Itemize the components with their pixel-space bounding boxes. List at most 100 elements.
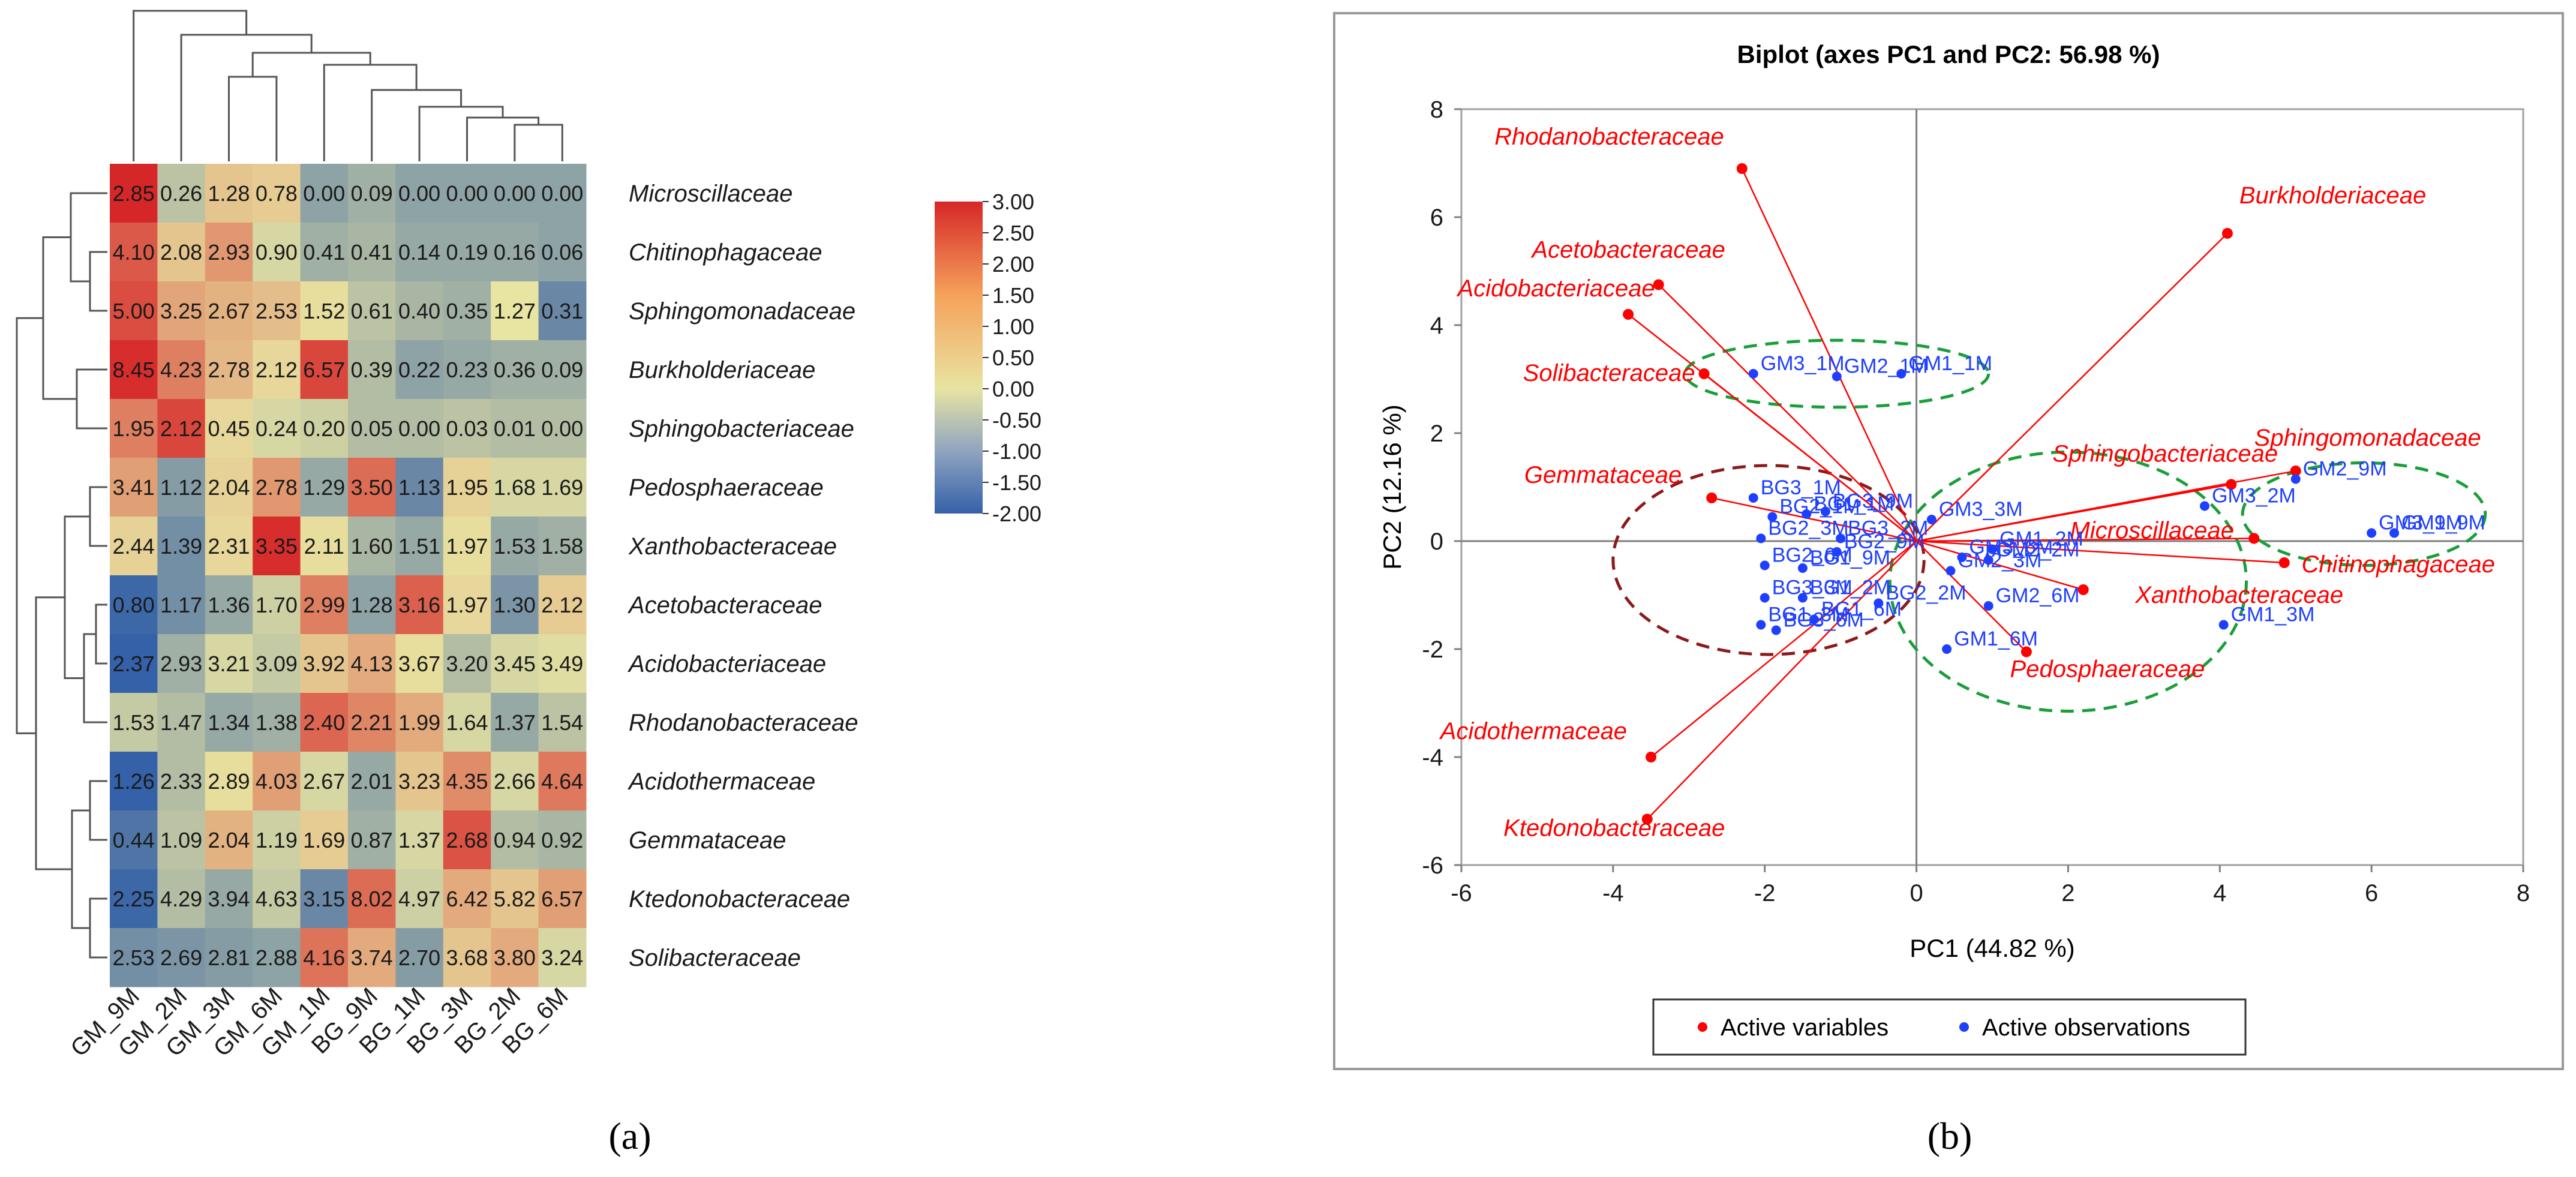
heatmap-cell bbox=[443, 517, 491, 576]
variable-vectors bbox=[1623, 163, 2301, 825]
observation-label: BG2_3M bbox=[1768, 517, 1848, 540]
heatmap-value: 1.09 bbox=[160, 828, 202, 852]
colorbar-tick-label: -1.00 bbox=[992, 439, 1041, 464]
heatmap-cell bbox=[110, 869, 158, 929]
heatmap-cell bbox=[110, 634, 158, 693]
y-tick-label: -4 bbox=[1422, 744, 1443, 771]
heatmap-value: 0.90 bbox=[256, 240, 298, 265]
heatmap-cell bbox=[348, 399, 396, 458]
heatmap-cell bbox=[491, 752, 539, 811]
biplot-axes: -6 -4 -2 0 2 4 6 8 -6 -4 -2 0 2 4 6 8 bbox=[1422, 97, 2530, 906]
heatmap-value: 2.81 bbox=[208, 945, 250, 970]
heatmap-cell bbox=[253, 575, 301, 635]
heatmap-value: 0.09 bbox=[351, 181, 393, 206]
heatmap-cell bbox=[157, 693, 206, 752]
heatmap-column-labels: GM_9MGM_2MGM_3MGM_6MGM_1MBG_9MBG_1MBG_3M… bbox=[65, 983, 573, 1062]
cluster-ellipse-gm-9m bbox=[2241, 461, 2487, 567]
heatmap-value: 2.70 bbox=[398, 945, 440, 970]
colorbar-tick-label: 0.50 bbox=[992, 346, 1034, 370]
heatmap-value: 3.74 bbox=[351, 945, 393, 970]
heatmap-cell bbox=[491, 223, 539, 282]
heatmap-value: 2.53 bbox=[113, 945, 155, 970]
observation-point bbox=[2367, 528, 2377, 538]
variable-vector bbox=[1711, 497, 1917, 542]
legend-variable-label: Active variables bbox=[1721, 1014, 1889, 1041]
variable-vector bbox=[1916, 233, 2228, 542]
heatmap-cell bbox=[300, 223, 349, 282]
observation-point bbox=[1748, 493, 1758, 503]
heatmap-value: 0.35 bbox=[446, 299, 488, 323]
row-dendrogram bbox=[16, 192, 107, 959]
heatmap-value: 3.92 bbox=[303, 651, 345, 676]
heatmap-cell bbox=[395, 281, 444, 341]
dendrogram-link bbox=[228, 76, 278, 161]
heatmap-value: 2.85 bbox=[113, 181, 155, 206]
heatmap-cell bbox=[205, 634, 253, 693]
heatmap-cell bbox=[300, 810, 349, 870]
colorbar-tick-label: 3.00 bbox=[992, 190, 1034, 214]
heatmap-cell bbox=[300, 634, 349, 693]
heatmap-row-label: Solibacteraceae bbox=[629, 945, 801, 971]
heatmap-cell bbox=[253, 928, 301, 987]
heatmap-value: 2.66 bbox=[494, 769, 536, 794]
heatmap-value: 4.97 bbox=[398, 887, 440, 911]
observation-label: BG3_6M bbox=[1784, 609, 1864, 632]
heatmap-value: 1.17 bbox=[160, 593, 202, 617]
heatmap-cell bbox=[205, 752, 253, 811]
heatmap-row-label: Acetobacteraceae bbox=[628, 592, 822, 618]
observation-label: BG2_1M bbox=[1779, 496, 1860, 518]
observation-point bbox=[1809, 614, 1819, 624]
heatmap-value: 2.99 bbox=[303, 593, 345, 617]
heatmap-cell bbox=[253, 340, 301, 400]
heatmap-value: 0.01 bbox=[494, 416, 536, 441]
heatmap-value: 4.29 bbox=[160, 887, 202, 911]
heatmap-value: 1.53 bbox=[494, 534, 536, 559]
heatmap-cell bbox=[300, 458, 349, 517]
heatmap-value: 0.26 bbox=[160, 181, 202, 206]
heatmap-value: 2.11 bbox=[304, 534, 344, 559]
heatmap-value: 2.53 bbox=[256, 299, 298, 323]
heatmap-cell bbox=[538, 458, 587, 517]
heatmap-cell bbox=[395, 693, 444, 752]
heatmap-cell bbox=[300, 928, 349, 987]
y-tick-label: -6 bbox=[1422, 852, 1443, 879]
heatmap-value: 4.13 bbox=[351, 651, 393, 676]
x-axis-label: PC1 (44.82 %) bbox=[1910, 934, 2074, 962]
heatmap-value: 0.19 bbox=[446, 240, 488, 265]
column-dendrogram bbox=[133, 10, 563, 161]
heatmap-cell bbox=[300, 281, 349, 341]
observation-point bbox=[2218, 620, 2229, 630]
heatmap-cell bbox=[348, 575, 396, 635]
heatmap-value: 3.09 bbox=[256, 651, 298, 676]
heatmap-cell bbox=[110, 928, 158, 987]
y-tick-label: 4 bbox=[1430, 313, 1443, 339]
heatmap-row-label: Acidothermaceae bbox=[628, 768, 815, 795]
heatmap-value: 2.67 bbox=[303, 769, 345, 794]
heatmap-cell bbox=[157, 164, 206, 223]
heatmap-value: 1.37 bbox=[494, 710, 536, 735]
heatmap-value: 1.47 bbox=[160, 710, 202, 735]
heatmap-cell bbox=[205, 340, 253, 400]
variable-label: Xanthobacteraceae bbox=[2134, 582, 2343, 608]
heatmap-value: 0.23 bbox=[446, 358, 488, 382]
heatmap-value: 0.00 bbox=[494, 181, 536, 206]
heatmap-cell bbox=[110, 223, 158, 282]
heatmap-value: 0.87 bbox=[351, 828, 393, 852]
observation-point bbox=[1756, 533, 1766, 544]
heatmap-cell bbox=[205, 575, 253, 635]
heatmap-cell bbox=[157, 223, 206, 282]
variable-vector bbox=[1916, 470, 2296, 542]
dendrogram-link bbox=[35, 596, 72, 870]
heatmap-cell bbox=[157, 517, 206, 576]
heatmap-cell bbox=[300, 340, 349, 400]
heatmap-value: 1.34 bbox=[208, 710, 250, 735]
heatmap-value: 1.64 bbox=[446, 710, 488, 735]
heatmap-cell bbox=[348, 810, 396, 870]
heatmap-cell bbox=[157, 399, 206, 458]
variable-vector bbox=[1916, 540, 2084, 591]
heatmap-value: 0.06 bbox=[541, 240, 583, 265]
x-tick-label: -2 bbox=[1754, 880, 1776, 906]
heatmap-cell bbox=[395, 634, 444, 693]
